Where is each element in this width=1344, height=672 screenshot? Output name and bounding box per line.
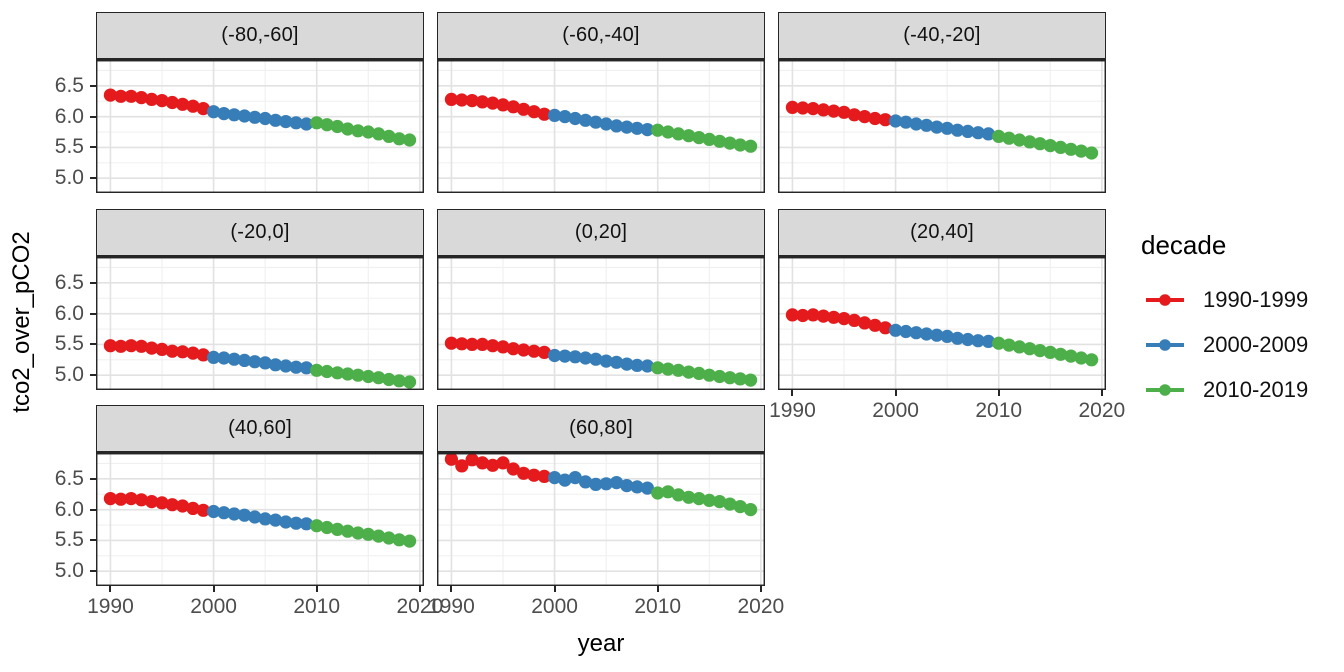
y-tick-mark <box>90 343 96 346</box>
legend-entry: 2000-2009 <box>1143 331 1308 359</box>
x-tick-label: 2020 <box>1078 399 1126 422</box>
legend-entry: 2010-2019 <box>1143 376 1308 404</box>
y-tick-label: 5.5 <box>54 135 84 159</box>
x-axis-title: year <box>577 630 625 657</box>
x-tick-mark <box>418 586 421 592</box>
legend-entry-label: 1990-1999 <box>1203 287 1309 312</box>
y-tick-label: 6.0 <box>54 301 84 325</box>
facet-panel <box>437 60 765 193</box>
x-tick-label: 1990 <box>87 595 134 618</box>
x-tick-mark <box>553 586 556 592</box>
facet-strip-label: (-80,-60] <box>221 24 299 46</box>
facet-strip-label: (-60,-40] <box>562 24 640 46</box>
facet-strip: (-20,0] <box>96 209 424 257</box>
y-axis-title: tco2_over_pCO2 <box>8 231 35 413</box>
facet-strip: (0,20] <box>437 209 765 257</box>
facet-strip-label: (-40,-20] <box>903 24 981 46</box>
y-tick-mark <box>90 477 96 480</box>
x-tick-mark <box>450 586 453 592</box>
x-tick-label: 2000 <box>531 595 578 618</box>
x-tick-mark <box>791 390 794 396</box>
x-tick-mark <box>1100 390 1103 396</box>
x-tick-label: 2020 <box>737 595 785 618</box>
legend-key-icon <box>1146 294 1184 306</box>
legend-key-icon <box>1146 384 1184 396</box>
y-tick-mark <box>90 539 96 542</box>
x-tick-mark <box>212 586 215 592</box>
y-tick-label: 5.5 <box>54 528 84 552</box>
y-tick-mark <box>90 177 96 180</box>
legend-title: decade <box>1141 230 1227 260</box>
facet-strip: (60,80] <box>437 405 765 453</box>
x-tick-mark <box>109 586 112 592</box>
facet-panel <box>778 60 1106 193</box>
facet-strip-label: (20,40] <box>910 221 974 243</box>
facet-strip-label: (-20,0] <box>230 221 290 243</box>
y-tick-mark <box>90 115 96 118</box>
facet-strip-label: (60,80] <box>569 417 633 439</box>
y-tick-mark <box>90 570 96 573</box>
y-tick-label: 6.0 <box>54 497 84 521</box>
x-tick-mark <box>894 390 897 396</box>
x-tick-label: 2010 <box>293 595 341 618</box>
facet-strip-label: (40,60] <box>228 417 292 439</box>
y-tick-label: 6.5 <box>54 466 84 490</box>
facet-strip: (-40,-20] <box>778 12 1106 60</box>
facet-panel <box>96 453 424 586</box>
x-tick-mark <box>997 390 1000 396</box>
legend-entry-label: 2010-2019 <box>1203 377 1309 402</box>
x-tick-mark <box>315 586 318 592</box>
y-tick-label: 6.5 <box>54 73 84 97</box>
facet-strip: (40,60] <box>96 405 424 453</box>
facet-strip-label: (0,20] <box>574 221 628 243</box>
facet-panel <box>778 257 1106 390</box>
x-tick-label: 1990 <box>769 399 816 422</box>
y-tick-mark <box>90 374 96 377</box>
x-tick-label: 2020 <box>396 595 444 618</box>
facet-panel <box>96 60 424 193</box>
y-tick-mark <box>90 508 96 511</box>
legend-entry-label: 2000-2009 <box>1203 332 1309 357</box>
y-tick-label: 5.5 <box>54 332 84 356</box>
y-tick-mark <box>90 146 96 149</box>
y-tick-label: 6.5 <box>54 270 84 294</box>
legend-key-icon <box>1146 339 1184 351</box>
legend-entry: 1990-1999 <box>1143 286 1308 314</box>
y-tick-mark <box>90 281 96 284</box>
facet-strip: (-60,-40] <box>437 12 765 60</box>
facet-strip: (20,40] <box>778 209 1106 257</box>
x-tick-mark <box>656 586 659 592</box>
x-tick-label: 2000 <box>872 399 919 422</box>
x-tick-mark <box>759 586 762 592</box>
x-tick-label: 2010 <box>975 399 1023 422</box>
y-tick-mark <box>90 312 96 315</box>
facet-panel <box>437 257 765 390</box>
x-tick-label: 2000 <box>190 595 237 618</box>
y-tick-label: 6.0 <box>54 104 84 128</box>
y-tick-label: 5.0 <box>54 363 84 387</box>
y-tick-mark <box>90 84 96 87</box>
facet-panel <box>96 257 424 390</box>
y-tick-label: 5.0 <box>54 166 84 190</box>
facet-panel <box>437 453 765 586</box>
y-tick-label: 5.0 <box>54 559 84 583</box>
x-tick-label: 2010 <box>634 595 682 618</box>
x-tick-label: 1990 <box>428 595 475 618</box>
facet-strip: (-80,-60] <box>96 12 424 60</box>
